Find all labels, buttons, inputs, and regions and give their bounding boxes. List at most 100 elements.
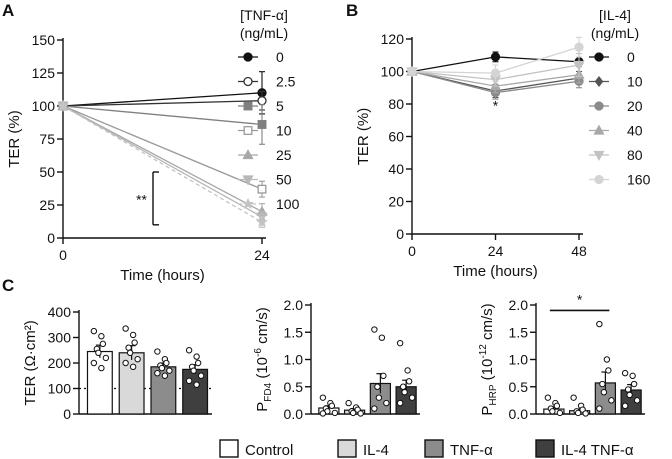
panel-c-ter-bar-chart: 0 100 200 300 400 TER (Ω·cm²) [22,304,212,422]
legend-title: [TNF-α] [240,7,288,23]
data-point-80-2 [573,60,585,71]
data-point [630,380,638,388]
data-point [154,370,161,377]
y-tick-label: 125 [32,65,56,81]
data-point [599,380,606,388]
y-tick-label: 2.0 [509,297,529,313]
data-point [125,344,132,351]
data-point-0-1 [490,52,501,62]
legend-label: 50 [276,172,292,188]
data-point [544,394,552,401]
data-point [99,340,107,348]
data-point [553,402,561,410]
legend-label: IL-4 TNF-α [561,442,634,459]
data-point [193,353,200,360]
legend-unit: (ng/mL) [591,25,639,41]
y-tick-label: 0 [47,230,55,246]
x-tick-label: 0 [408,243,416,259]
data-point [331,409,339,417]
legend-marker [593,150,605,161]
y-tick-label: 80 [388,96,404,112]
data-point [194,359,202,367]
x-axis-title: Time (hours) [453,263,537,280]
data-point [556,409,564,417]
data-point [633,397,641,404]
y-tick-label: 400 [48,304,72,320]
data-point [399,383,407,390]
data-point-160-1 [490,68,501,78]
data-point [190,367,197,374]
significance-label: * [577,291,583,307]
data-point [600,389,608,396]
data-point [102,354,110,362]
y-axis-title-part: -12 [478,344,489,359]
legend-marker [242,175,254,186]
data-point [621,402,629,410]
y-tick-label: 75 [39,131,55,147]
data-point [161,372,169,379]
legend-marker [242,149,254,160]
data-point [357,410,364,417]
data-point [319,410,327,417]
legend-marker [594,52,604,62]
y-tick-label: 0 [63,406,71,422]
legend-marker [243,126,253,135]
data-point [185,347,193,354]
y-axis-title: TER (%) [6,110,23,168]
legend-label: 40 [627,123,643,139]
series-line-0 [62,92,263,107]
legend-label: 10 [276,123,292,139]
x-tick-label: 24 [488,243,504,259]
bar-legend: Control IL-4 TNF-α IL-4 TNF-α [219,439,634,459]
data-point [605,367,612,374]
data-point-100-0 [57,99,69,112]
series-line-10 [62,105,263,190]
data-point-160-0 [407,66,417,77]
y-tick-label: 1.5 [284,324,304,340]
panel-c-hrp-bar-chart: 0.0 0.5 1.0 1.5 2.0 PHRP (10-12 cm/s) * [478,291,645,422]
y-tick-label: 0.5 [284,379,304,395]
panel-c-fd4-bar-chart: 0.0 0.5 1.0 1.5 2.0 PFD4 (10-6 cm/s) [253,297,420,422]
data-point [396,339,404,347]
data-point [98,333,105,340]
series-line-100 [62,105,263,223]
legend-marker [242,197,254,210]
data-point [98,364,105,372]
data-point [621,369,629,377]
data-point [408,394,416,401]
data-point [122,359,129,367]
data-point [570,394,577,401]
legend-label: 10 [627,74,643,90]
data-point [166,367,173,374]
y-tick-label: 100 [32,98,56,114]
legend-label: 0 [627,49,635,65]
data-point [375,394,383,401]
legend-marker [243,101,253,111]
data-point [383,399,390,407]
data-point-100-1 [256,215,268,228]
y-tick-label: 300 [48,330,72,346]
legend-swatch [219,439,239,458]
y-axis-title: PFD4 (10-6 cm/s) [253,307,274,412]
y-tick-label: 25 [39,197,55,213]
legend-marker [594,174,604,185]
y-tick-label: 120 [381,31,405,47]
legend-swatch [424,439,444,458]
y-axis-title-part: -6 [253,348,264,357]
legend-marker [593,124,605,135]
data-point-2.5-1 [257,96,267,106]
data-point [197,372,205,379]
data-point [608,397,615,404]
data-point [349,409,357,417]
x-tick-label: 24 [254,247,270,263]
data-point [596,320,603,328]
data-point [185,377,193,385]
data-point [380,372,387,380]
panel-label-c: C [2,276,14,295]
data-point [193,381,200,388]
data-point [401,389,408,396]
data-point [345,399,352,407]
data-point [582,410,589,417]
data-point [374,383,381,390]
